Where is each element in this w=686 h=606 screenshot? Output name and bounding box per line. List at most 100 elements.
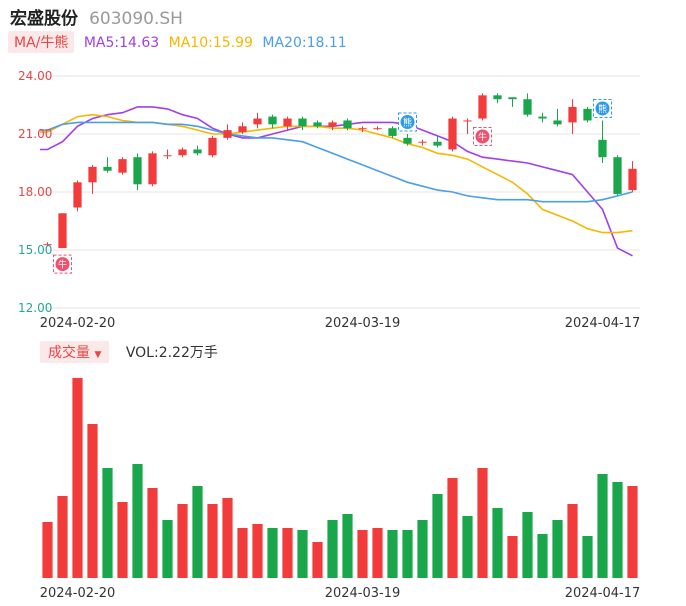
volume-bar (522, 512, 533, 578)
candle-body (463, 120, 472, 122)
stock-header: 宏盛股份 603090.SH (10, 4, 183, 29)
price-grid (40, 75, 640, 309)
candle-body (253, 118, 262, 125)
volume-indicator-selector[interactable]: 成交量 ▼ (40, 341, 110, 363)
candle-body (448, 118, 457, 150)
volume-bar (342, 514, 353, 578)
volume-bars (42, 378, 638, 578)
candle-body (433, 141, 442, 146)
volume-bar (282, 528, 293, 578)
volume-bar (42, 522, 53, 578)
volume-bar (117, 502, 128, 578)
candle-body (583, 108, 592, 121)
price-date-tick: 2024-03-19 (325, 316, 401, 331)
volume-date-tick: 2024-03-19 (325, 586, 401, 601)
signal-label: 熊 (598, 103, 607, 115)
volume-bar (102, 468, 113, 578)
volume-date-tick: 2024-02-20 (40, 586, 116, 601)
volume-date-tick: 2024-04-17 (565, 586, 641, 601)
volume-bar (582, 536, 593, 578)
price-date-tick: 2024-02-20 (40, 316, 116, 331)
candle-body (613, 157, 622, 194)
volume-bar (537, 534, 548, 578)
bear-signal-icon (595, 101, 610, 116)
ma5-legend: MA5:14.63 (83, 35, 160, 51)
candle-body (538, 116, 547, 119)
candle-body (508, 97, 517, 100)
volume-bar (72, 378, 83, 578)
candle-body (523, 99, 532, 115)
candle-body (553, 120, 562, 125)
candle-body (238, 126, 247, 133)
volume-indicator-label: 成交量 (48, 345, 90, 361)
price-date-axis: 2024-02-20 2024-03-19 2024-04-17 (40, 316, 641, 331)
candle-body (178, 149, 187, 156)
volume-bar (432, 494, 443, 578)
volume-bar (297, 530, 308, 578)
volume-bar (222, 498, 233, 578)
volume-date-axis: 2024-02-20 2024-03-19 2024-04-17 (40, 586, 641, 601)
ma10-line (40, 113, 633, 234)
candlesticks (43, 93, 637, 249)
candle-body (493, 95, 502, 100)
price-tick-label: 24.00 (18, 69, 52, 83)
candle-body (133, 157, 142, 185)
volume-bar (147, 488, 158, 578)
candle-body (58, 213, 67, 249)
candle-body (88, 166, 97, 183)
volume-bar (252, 524, 263, 578)
ma20-line (40, 121, 633, 203)
volume-bar (597, 474, 608, 578)
volume-bar (132, 464, 143, 578)
volume-bar (192, 486, 203, 578)
volume-legend: 成交量 ▼ VOL:2.22万手 (40, 341, 218, 363)
candle-body (283, 118, 292, 127)
candle-body (103, 166, 112, 171)
candle-body (568, 106, 577, 123)
volume-bar (507, 536, 518, 578)
candle-body (358, 128, 367, 130)
price-date-tick: 2024-04-17 (565, 316, 641, 331)
volume-bar (87, 424, 98, 578)
candle-body (298, 118, 307, 127)
candle-body (223, 130, 232, 138)
volume-bar (402, 530, 413, 578)
volume-bar (237, 528, 248, 578)
price-tick-label: 12.00 (18, 301, 52, 315)
candle-body (478, 95, 487, 119)
volume-bar (417, 520, 428, 578)
signal-label: 牛 (478, 131, 487, 143)
bull-signal-icon (475, 129, 490, 144)
candle-body (43, 244, 52, 246)
bear-signal-icon (400, 115, 415, 129)
volume-bar (552, 520, 563, 578)
price-tick-label: 18.00 (18, 185, 52, 199)
candle-body (418, 141, 427, 143)
volume-bar (312, 542, 323, 578)
candle-body (628, 168, 637, 191)
candle-body (193, 149, 202, 154)
candle-body (598, 139, 607, 158)
volume-bar (267, 528, 278, 578)
stock-name: 宏盛股份 (10, 9, 78, 29)
volume-bar (627, 486, 638, 578)
candle-body (373, 128, 382, 130)
candle-body (268, 116, 277, 125)
price-tick-label: 21.00 (18, 127, 52, 141)
ma-bull-bear-selector[interactable]: MA/牛熊 (8, 31, 75, 53)
volume-bar (177, 504, 188, 578)
candle-body (313, 122, 322, 127)
volume-bar (447, 478, 458, 578)
bull-signal-icon (55, 257, 70, 272)
volume-bar (462, 516, 473, 578)
candle-body (208, 137, 217, 156)
candle-body (73, 182, 82, 208)
signal-label: 熊 (403, 117, 412, 129)
volume-bar (387, 530, 398, 578)
ma10-legend: MA10:15.99 (168, 35, 253, 51)
volume-bar (162, 520, 173, 578)
volume-bar (207, 504, 218, 578)
ma-legend: MA/牛熊 MA5:14.63 MA10:15.99 MA20:18.11 (8, 31, 347, 53)
volume-bar (492, 508, 503, 578)
